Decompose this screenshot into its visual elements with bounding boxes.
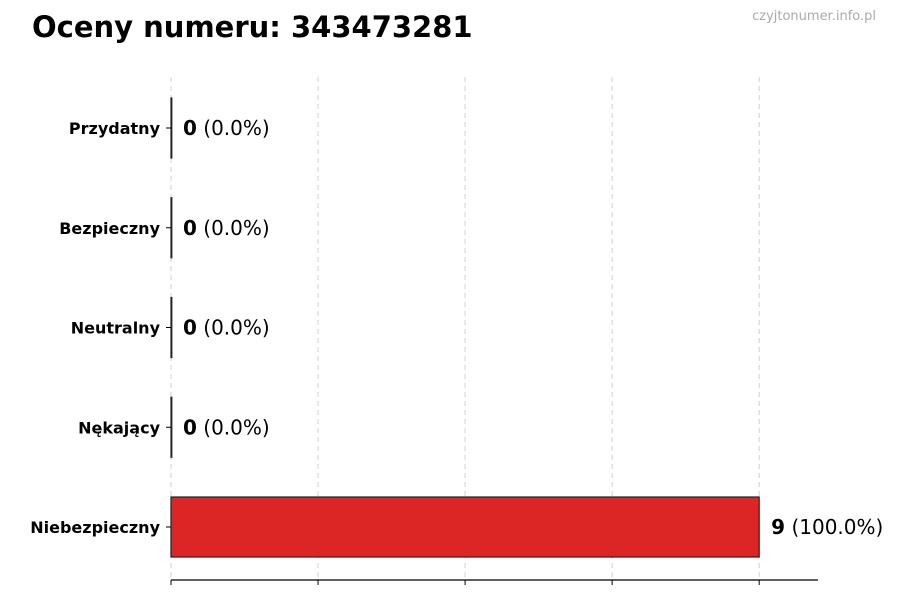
value-count: 0 [183,415,197,439]
value-label: 0 (0.0%) [183,415,270,439]
bar [170,496,760,558]
category-label: Niebezpieczny [30,518,160,537]
bar [170,97,173,159]
value-count: 0 [183,216,197,240]
value-count: 9 [771,515,785,539]
bar [170,296,173,359]
category-label: Neutralny [71,319,161,338]
value-percent: (0.0%) [197,316,270,340]
value-label: 0 (0.0%) [183,116,270,140]
value-percent: (0.0%) [197,216,270,240]
chart-title: Oceny numeru: 343473281 [32,10,473,44]
category-label: Przydatny [69,119,161,138]
category-label: Nękający [78,418,160,437]
value-label: 0 (0.0%) [183,216,270,240]
value-label: 0 (0.0%) [183,316,270,340]
value-label: 9 (100.0%) [771,515,883,539]
bar [170,396,173,458]
value-percent: (100.0%) [785,515,883,539]
value-count: 0 [183,316,197,340]
value-percent: (0.0%) [197,116,270,140]
watermark: czyjtonumer.info.pl [752,9,876,24]
value-percent: (0.0%) [197,415,270,439]
value-count: 0 [183,116,197,140]
category-label: Bezpieczny [59,219,160,238]
bar [170,197,173,259]
